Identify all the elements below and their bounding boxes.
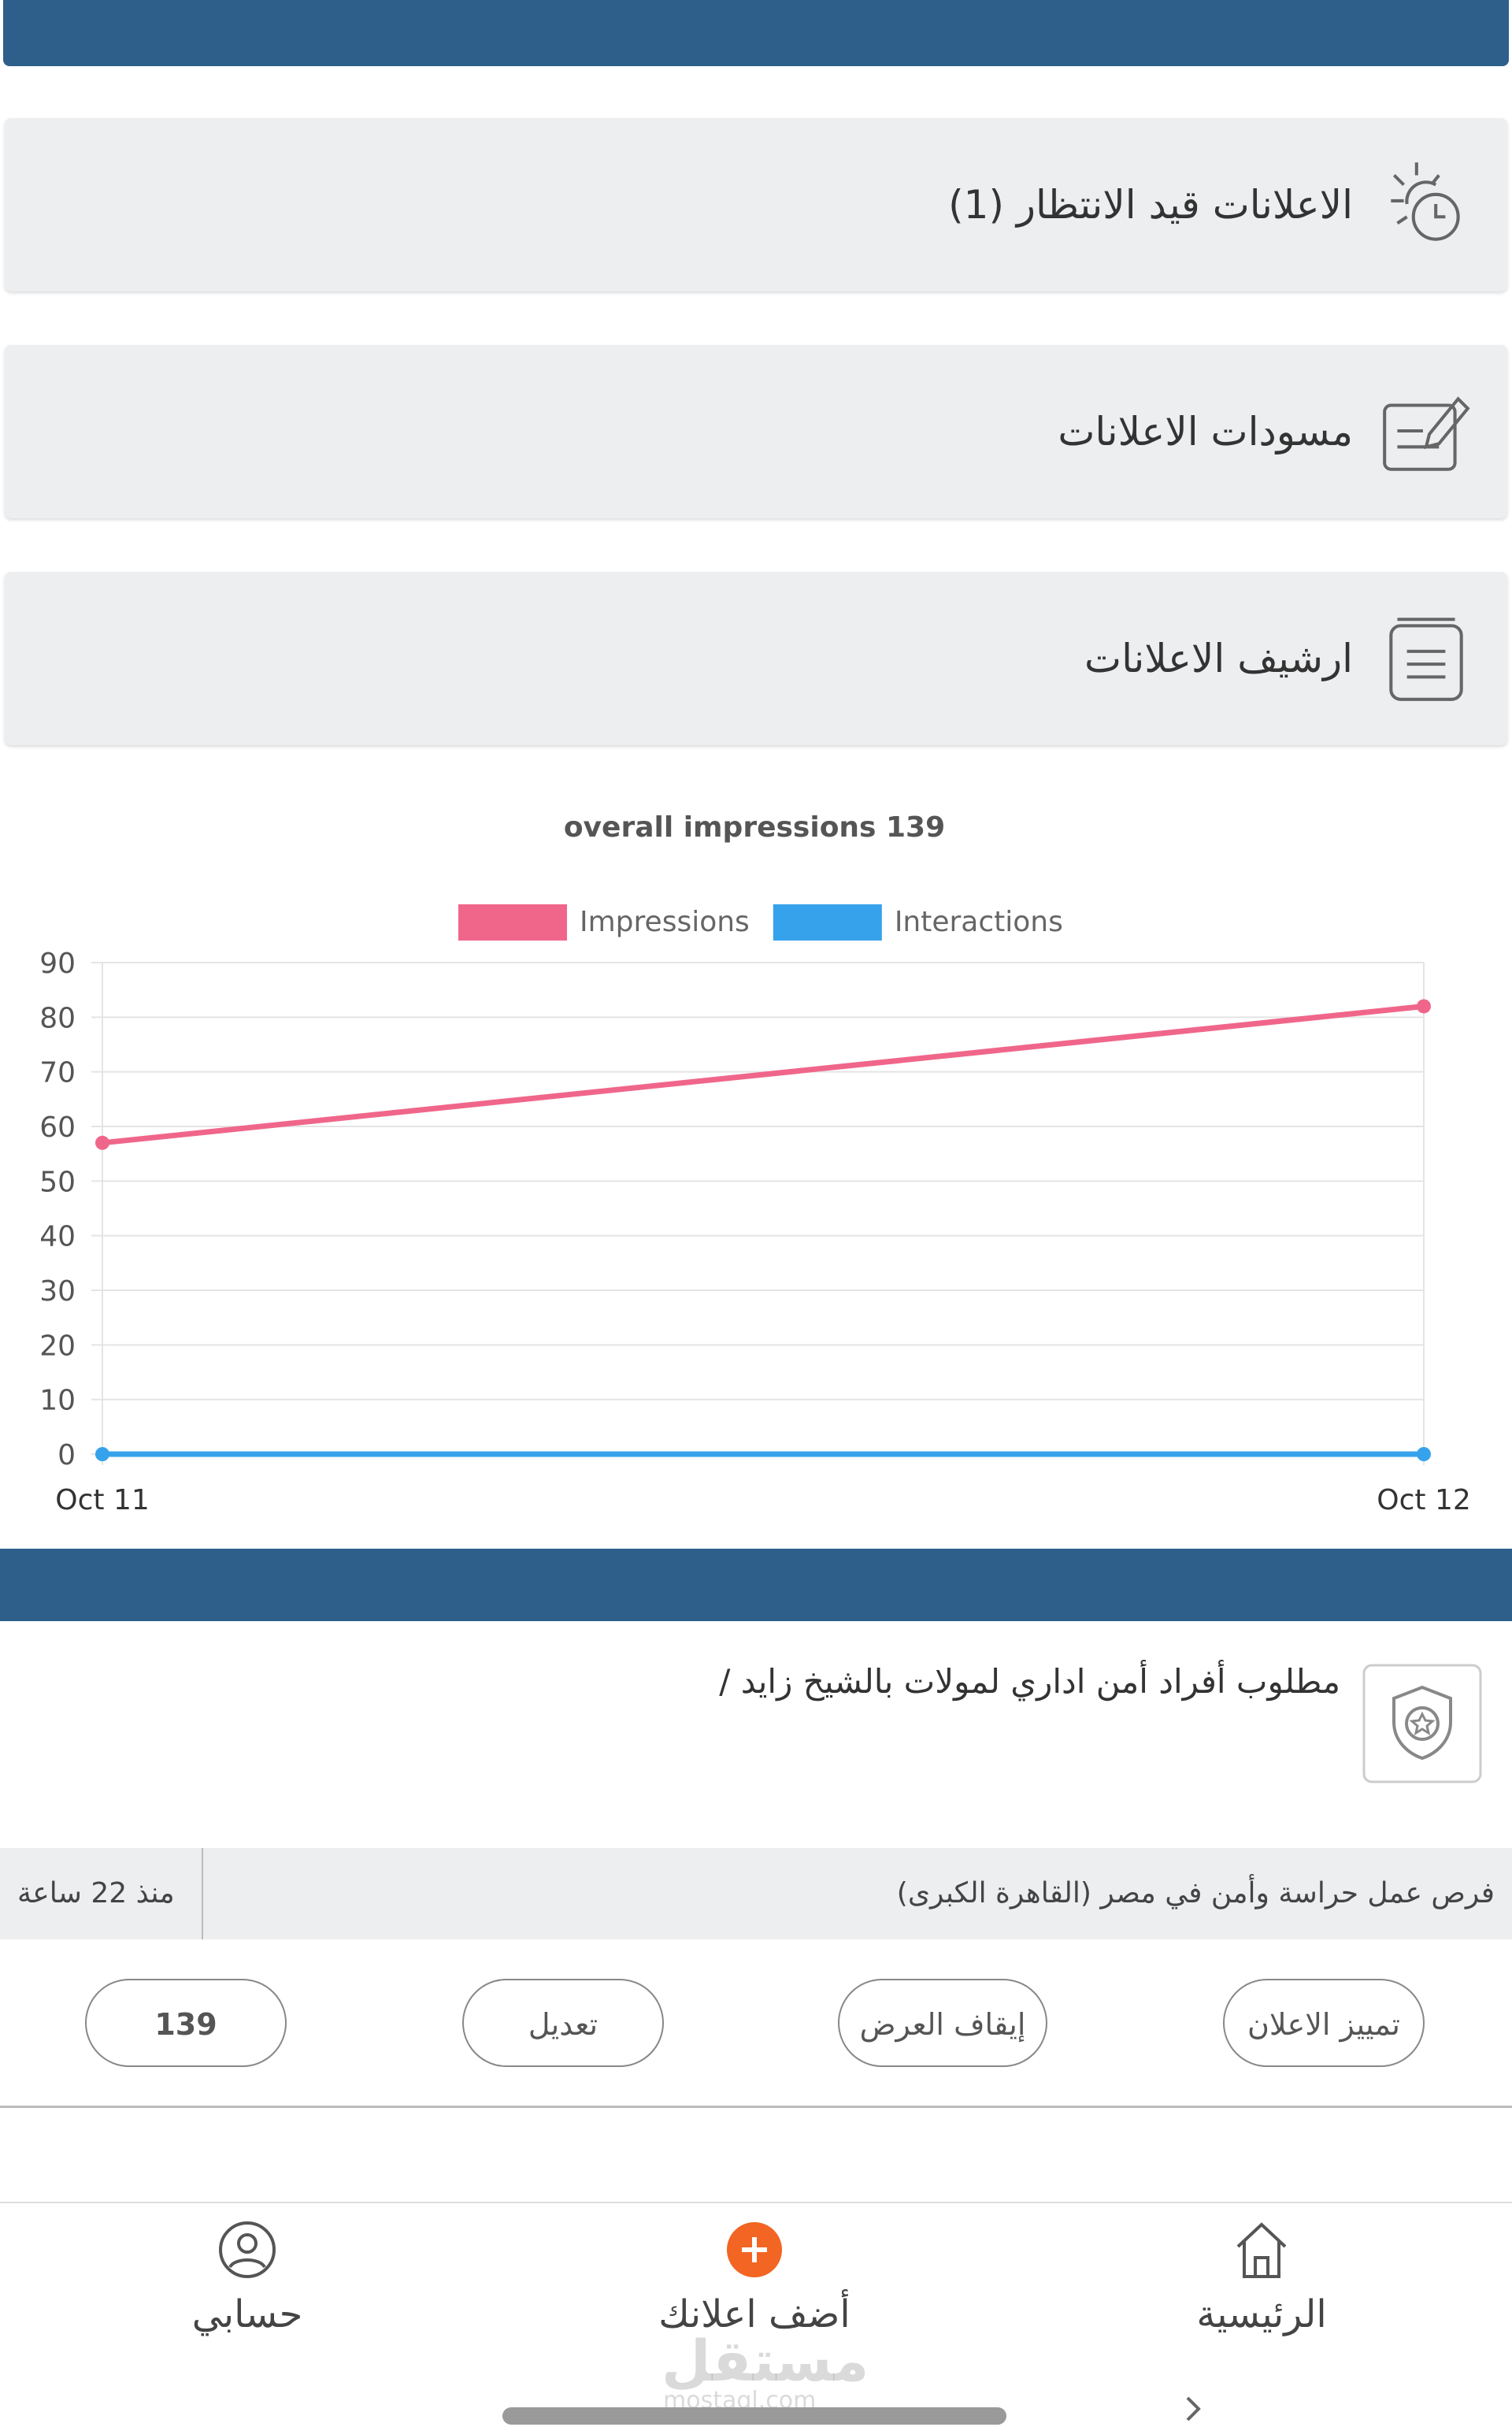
- icon: [1391, 162, 1460, 241]
- button[interactable]: إيقاف العرض: [838, 1979, 1047, 2067]
- listing-icon: [1362, 1664, 1482, 1783]
- series-line: [102, 1003, 1425, 1146]
- watermark: مستقل: [662, 2328, 869, 2394]
- nav-label[interactable]: أضف اعلانك: [658, 2292, 850, 2336]
- listing-title[interactable]: مطلوب أفراد أمن اداري لمولات بالشيخ زايد…: [719, 1662, 1340, 1701]
- button[interactable]: تمييز الاعلان: [1223, 1979, 1425, 2067]
- listing-time: منذ 22 ساعة: [17, 1877, 175, 1909]
- top-bar: [3, 0, 1509, 66]
- menu-label: ارشيف الاعلانات: [1084, 636, 1353, 681]
- menu-item[interactable]: ارشيف الاعلانات: [5, 572, 1507, 745]
- data-point: [95, 1447, 109, 1461]
- section-bar: [0, 1549, 1512, 1621]
- y-tick-label: 60: [39, 1111, 76, 1144]
- data-point: [95, 1135, 109, 1150]
- home-icon: [1236, 2222, 1287, 2278]
- chart-title: overall impressions 139: [564, 811, 945, 844]
- listing-meta: فرص عمل حراسة وأمن في مصر (القاهرة الكبر…: [0, 1848, 1512, 1939]
- icon: [1383, 396, 1470, 471]
- separator: [0, 2106, 1512, 2108]
- add-icon[interactable]: [726, 2221, 783, 2278]
- button[interactable]: 139: [85, 1979, 287, 2067]
- y-tick-label: 90: [39, 948, 76, 980]
- nav-label[interactable]: الرئيسية: [1196, 2292, 1327, 2336]
- x-tick-label: Oct 12: [1377, 1484, 1471, 1516]
- divider: [202, 1848, 203, 1939]
- chart: overall impressions 139 Impressions Inter…: [39, 811, 1471, 1516]
- separator: [0, 2202, 1512, 2203]
- legend-swatch: [458, 904, 567, 941]
- icon: [1389, 618, 1463, 701]
- menu-item[interactable]: مسودات الاعلانات: [5, 345, 1507, 518]
- y-tick-label: 0: [57, 1439, 76, 1471]
- legend-label: Interactions: [895, 906, 1063, 938]
- legend-swatch: [773, 904, 882, 941]
- data-point: [1417, 1447, 1431, 1461]
- menu-label: الاعلانات قيد الانتظار (1): [948, 182, 1353, 228]
- home-indicator: [502, 2407, 1006, 2425]
- chevron: [1186, 2396, 1201, 2421]
- x-tick-label: Oct 11: [55, 1484, 150, 1516]
- legend-label: Impressions: [580, 906, 750, 938]
- menu-item[interactable]: الاعلانات قيد الانتظار (1): [5, 118, 1507, 291]
- y-tick-label: 70: [39, 1057, 76, 1089]
- button[interactable]: تعديل: [462, 1979, 664, 2067]
- y-tick-label: 50: [39, 1166, 76, 1198]
- data-point: [1417, 999, 1431, 1014]
- y-tick-label: 10: [39, 1385, 76, 1417]
- account-icon: [219, 2221, 276, 2278]
- listing-category: فرص عمل حراسة وأمن في مصر (القاهرة الكبر…: [896, 1877, 1495, 1909]
- menu-label: مسودات الاعلانات: [1058, 409, 1353, 455]
- y-tick-label: 40: [39, 1221, 76, 1253]
- nav-label[interactable]: حسابي: [191, 2292, 303, 2336]
- y-tick-label: 30: [39, 1275, 76, 1308]
- y-tick-label: 20: [39, 1330, 76, 1362]
- y-tick-label: 80: [39, 1002, 76, 1034]
